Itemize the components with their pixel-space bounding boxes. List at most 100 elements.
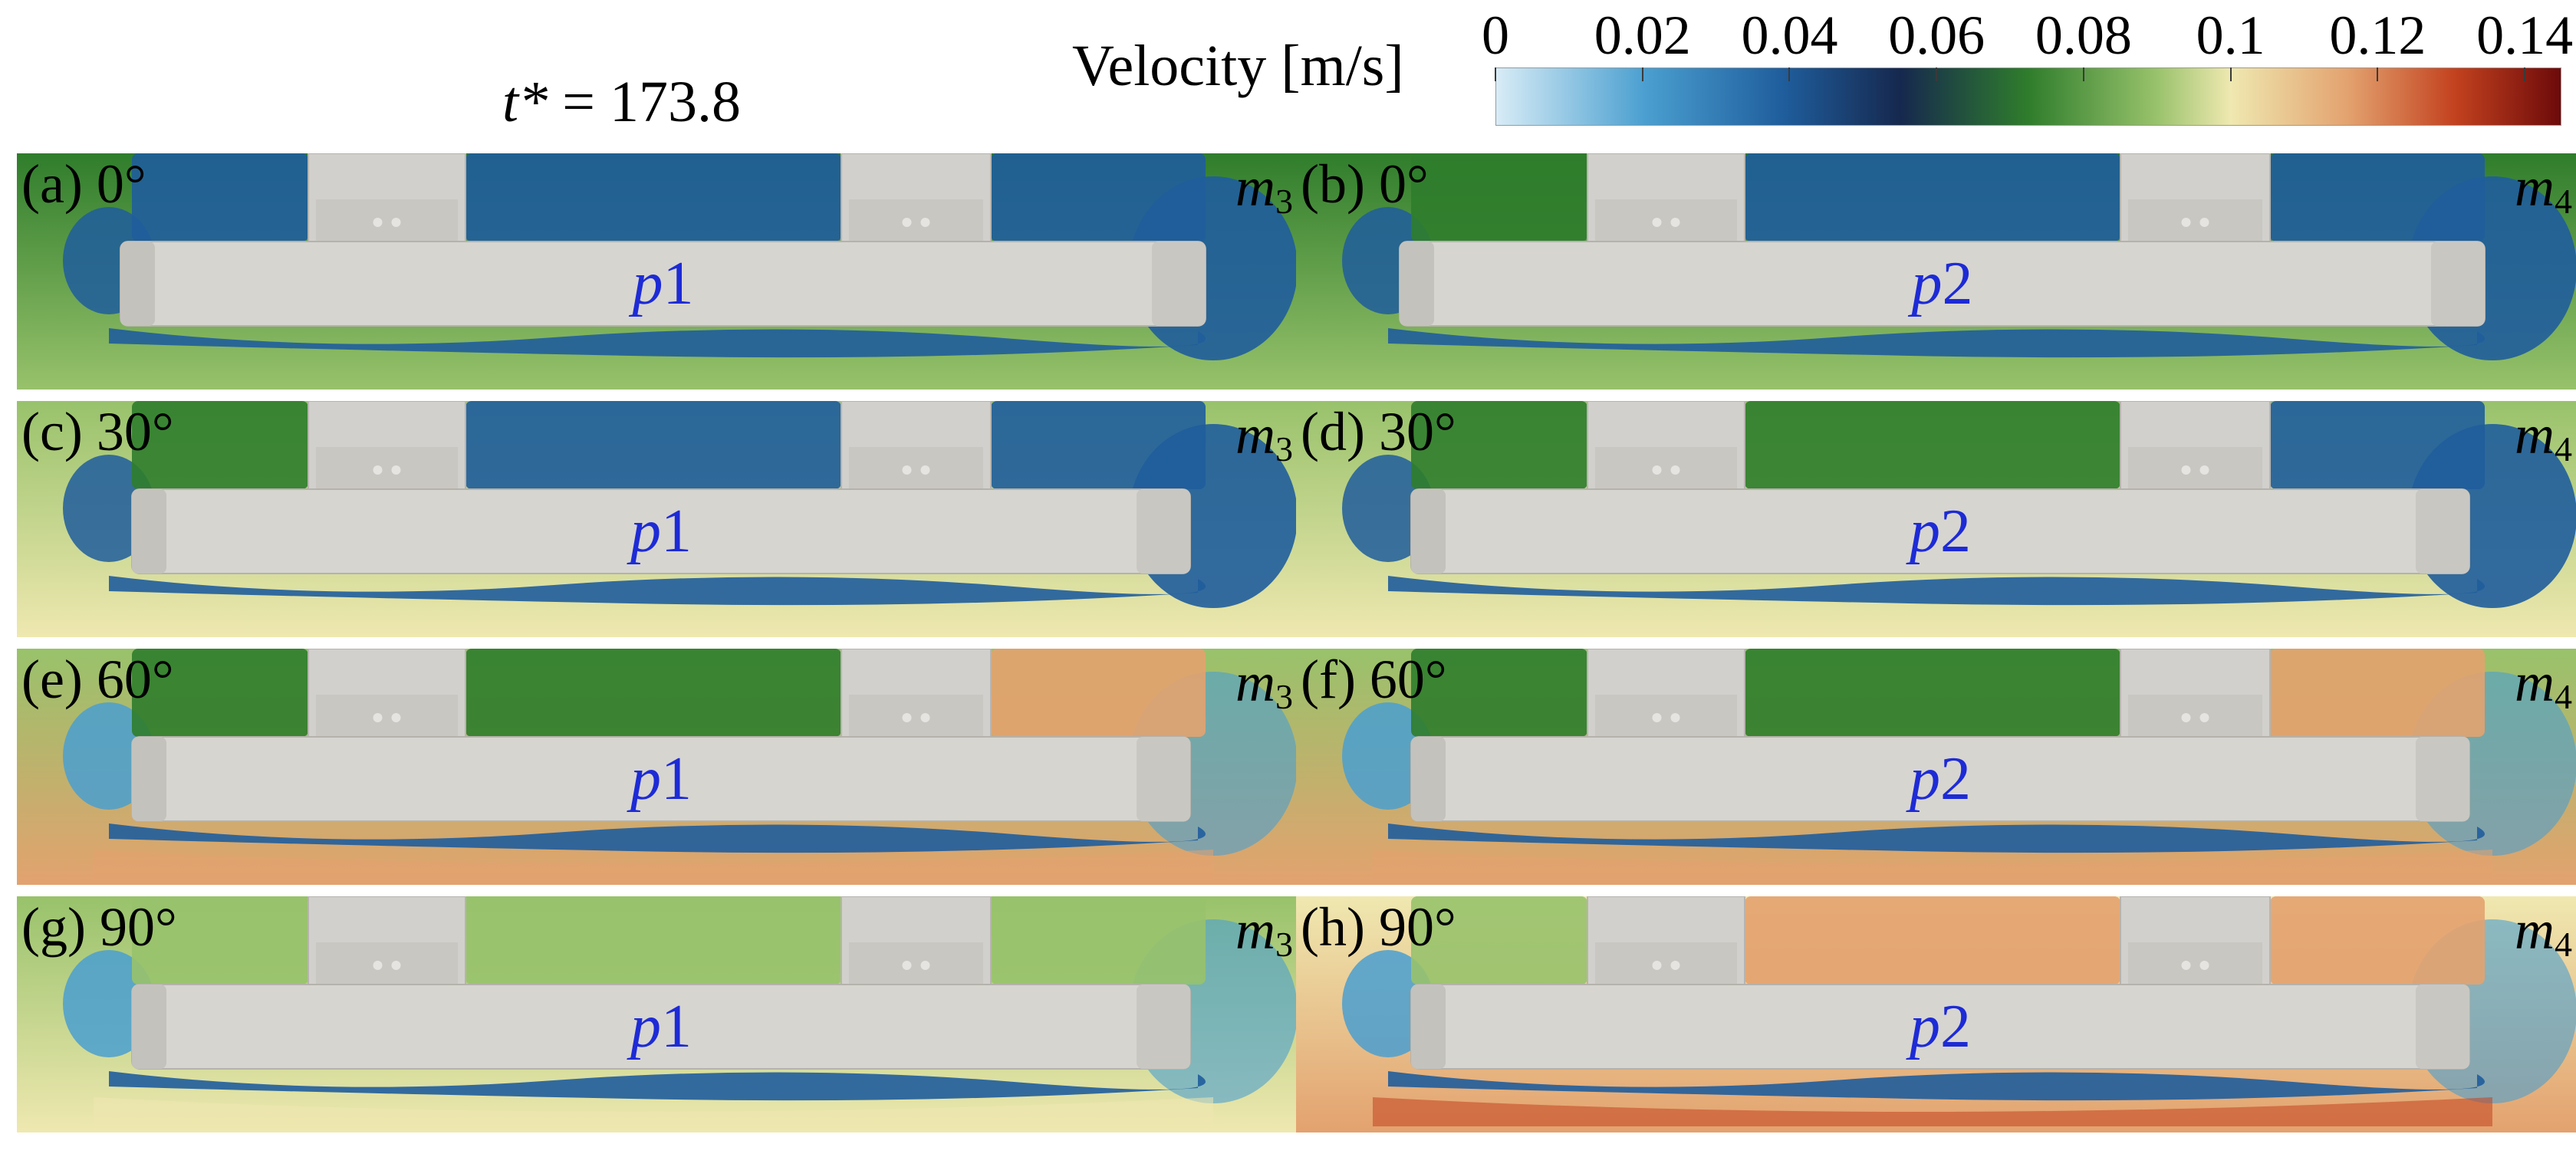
model-subscript: 4 [2555,182,2572,221]
flow-panel-c: (c) 30° m3 p1 [17,401,1298,637]
top-block-shade [1595,942,1737,985]
model-letter: m [2515,652,2555,713]
gap-flow-region [132,896,308,985]
bolt-mark [1670,465,1680,475]
bolt-mark [1670,713,1680,722]
colorbar-tick-label: 0.04 [1741,5,1838,66]
panel-label: (f) 60° [1301,649,1447,710]
gap-flow-region [991,153,1206,242]
model-label: m4 [2515,902,2572,962]
pontoon-letter: p [630,498,661,565]
gap-flow-region [2270,401,2485,489]
pontoon-number: 1 [661,993,692,1060]
pontoon-letter: p [630,993,661,1060]
pontoon-number: 1 [661,745,692,813]
bolt-mark [902,465,912,475]
underside-boundary-layer [1388,823,2485,853]
pontoon-end-shade [132,737,166,821]
bolt-mark [2181,961,2191,970]
flow-panel-h: (h) 90° m4 p2 [1296,896,2576,1132]
gap-flow-region [132,401,308,489]
panel-label: (d) 30° [1301,401,1456,462]
gap-flow-region [2270,896,2485,985]
colorbar-tick-label: 0.02 [1594,5,1691,66]
pontoon-letter: p [1911,250,1943,317]
bolt-mark [920,218,930,227]
top-block-shade [2128,695,2262,737]
pontoon-end-shade [2416,489,2469,574]
top-block-shade [849,447,983,489]
colorbar-tick-label: 0.12 [2329,5,2426,66]
velocity-field [17,896,1298,1132]
bolt-mark [2181,713,2191,722]
gap-flow-region [1745,896,2120,985]
velocity-field [1296,401,2576,637]
model-subscript: 4 [2555,429,2572,468]
pontoon-label: p1 [633,253,694,314]
colorbar-tick-mark [1641,67,1643,81]
pontoon-letter: p [632,250,663,317]
bolt-mark [902,218,912,227]
model-label: m3 [1235,902,1293,962]
gap-flow-region [132,153,308,242]
colorbar-tick-mark [1788,67,1791,81]
pontoon-end-shade [1411,985,1446,1069]
panel-label: (h) 90° [1301,896,1456,958]
top-block-shade [316,942,458,985]
top-block-shade [1595,447,1737,489]
top-block-shade [316,695,458,737]
time-label: t* = 173.8 [502,73,741,131]
pontoon-end-shade [1400,242,1434,326]
gap-flow-region [132,649,308,737]
bolt-mark [920,961,930,970]
lower-accelerated-flow [94,1097,1213,1126]
bolt-mark [373,713,383,722]
model-letter: m [2515,899,2555,961]
model-subscript: 3 [1275,182,1293,221]
pontoon-end-shade [132,489,166,574]
bolt-mark [1652,961,1662,970]
pontoon-label: p2 [1912,253,1973,314]
bolt-mark [902,713,912,722]
bolt-mark [1670,218,1680,227]
pontoon-label: p2 [1910,501,1971,562]
pontoon-end-shade [1137,489,1190,574]
pontoon-end-shade [1137,737,1190,821]
panel-label: (a) 0° [21,153,146,215]
bolt-mark [1652,218,1662,227]
pontoon-number: 2 [1942,250,1973,317]
colorbar-tick-label: 0.1 [2196,5,2265,66]
lower-accelerated-flow [94,850,1213,879]
bolt-mark [391,713,401,722]
pontoon-label: p2 [1910,996,1971,1057]
colorbar-tick-label: 0.06 [1888,5,1985,66]
flow-panel-f: (f) 60° m4 p2 [1296,649,2576,885]
gap-flow-region [1745,153,2120,242]
gap-flow-region [466,896,841,985]
model-label: m4 [2515,655,2572,715]
colorbar-tick-mark [2229,67,2232,81]
pontoon-letter: p [1910,498,1940,565]
pontoon-letter: p [1910,745,1940,813]
panel-label: (g) 90° [21,896,177,958]
gap-flow-region [466,649,841,737]
pontoon-label: p1 [630,501,692,562]
bolt-mark [2199,961,2209,970]
bolt-mark [902,961,912,970]
pontoon-label: p2 [1910,748,1971,810]
underside-boundary-layer [109,328,1206,358]
velocity-field [17,649,1298,885]
pontoon-end-shade [2431,242,2485,326]
model-subscript: 3 [1275,429,1293,468]
underside-boundary-layer [1388,328,2485,358]
model-letter: m [1235,899,1275,961]
colorbar-tick-label: 0.14 [2476,5,2574,66]
model-subscript: 3 [1275,925,1293,964]
pontoon-end-shade [1411,737,1446,821]
gap-flow-region [991,401,1206,489]
lower-accelerated-flow [1373,1097,2492,1126]
gap-flow-region [2270,153,2485,242]
bolt-mark [373,961,383,970]
model-label: m3 [1235,407,1293,467]
top-block-shade [849,942,983,985]
